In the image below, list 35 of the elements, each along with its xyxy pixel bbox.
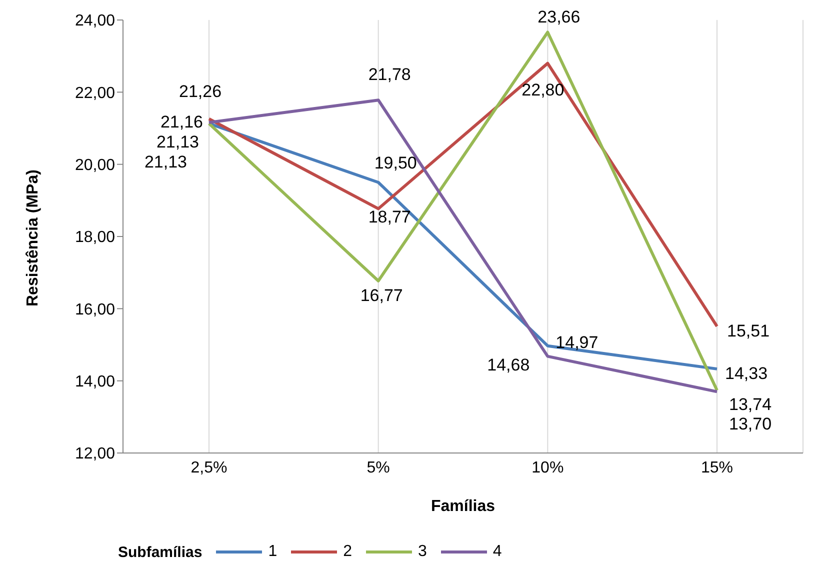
line-series [208,98,718,394]
data-label: 22,80 [522,80,564,100]
x-tick-label: 15% [700,459,734,476]
data-label: 13,74 [729,395,772,414]
legend-label: 3 [417,543,427,561]
data-label: 23,66 [538,7,580,26]
data-label: 21,78 [368,65,411,84]
data-label: 21,26 [179,82,222,101]
legend-label: 4 [492,543,502,561]
legend-label: 2 [342,543,352,561]
data-label: 21,16 [160,112,203,132]
data-label: 21,13 [144,152,187,172]
y-tick-label: 14,00 [74,374,116,391]
y-tick-label: 16,00 [74,301,116,318]
y-tick-label: 22,00 [74,84,116,102]
legend-title: Subfamílias [118,544,202,560]
data-label: 15,51 [727,321,770,340]
y-tick-label: 20,00 [74,157,116,174]
y-tick-label: 18,00 [74,229,116,246]
data-label: 14,68 [487,355,530,374]
x-tick-label: 2,5% [190,459,228,476]
x-axis-title: Famílias [430,498,496,515]
y-tick-label: 12,00 [74,446,116,463]
legend-label: 1 [267,543,278,561]
x-tick-label: 5% [366,459,390,476]
y-axis-title: Resistência (MPa) [24,170,42,306]
data-label: 19,50 [374,153,417,172]
data-label: 21,13 [156,132,199,152]
data-label: 14,33 [725,364,768,383]
data-label: 14,97 [556,332,598,352]
x-tick-label: 10% [532,459,564,476]
y-tick-label: 24,00 [74,12,116,30]
data-label: 13,70 [729,414,772,434]
data-label: 16,77 [360,286,403,305]
data-label: 18,77 [368,208,411,227]
